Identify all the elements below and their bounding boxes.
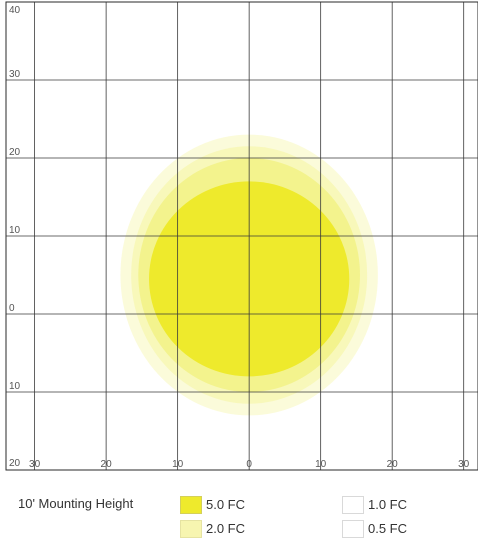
x-tick-label-6: 30 bbox=[458, 459, 470, 470]
legend-swatch-5fc bbox=[180, 496, 202, 514]
x-tick-label-5: 20 bbox=[387, 459, 399, 470]
y-tick-label-5: 10 bbox=[9, 381, 21, 392]
y-tick-label-1: 30 bbox=[9, 69, 21, 80]
plot-frame bbox=[5, 1, 478, 471]
x-tick-label-0: 30 bbox=[29, 459, 41, 470]
x-tick-label-1: 20 bbox=[101, 459, 113, 470]
legend-label-1fc: 1.0 FC bbox=[368, 497, 408, 512]
mounting-height-label: 10' Mounting Height bbox=[18, 496, 134, 511]
legend-label-05fc: 0.5 FC bbox=[368, 521, 408, 536]
legend-swatch-2fc bbox=[180, 520, 202, 538]
x-tick-label-2: 10 bbox=[172, 459, 184, 470]
legend-label-5fc: 5.0 FC bbox=[206, 497, 246, 512]
y-tick-label-6: 20 bbox=[9, 458, 21, 469]
legend-swatch-1fc bbox=[342, 496, 364, 514]
y-tick-label-4: 0 bbox=[9, 303, 15, 314]
legend-swatch-05fc bbox=[342, 520, 364, 538]
y-tick-label-3: 10 bbox=[9, 225, 21, 236]
x-tick-label-3: 0 bbox=[246, 459, 252, 470]
y-tick-label-2: 20 bbox=[9, 147, 21, 158]
x-tick-label-4: 10 bbox=[315, 459, 327, 470]
y-tick-label-0: 40 bbox=[9, 5, 21, 16]
legend-label-2fc: 2.0 FC bbox=[206, 521, 246, 536]
